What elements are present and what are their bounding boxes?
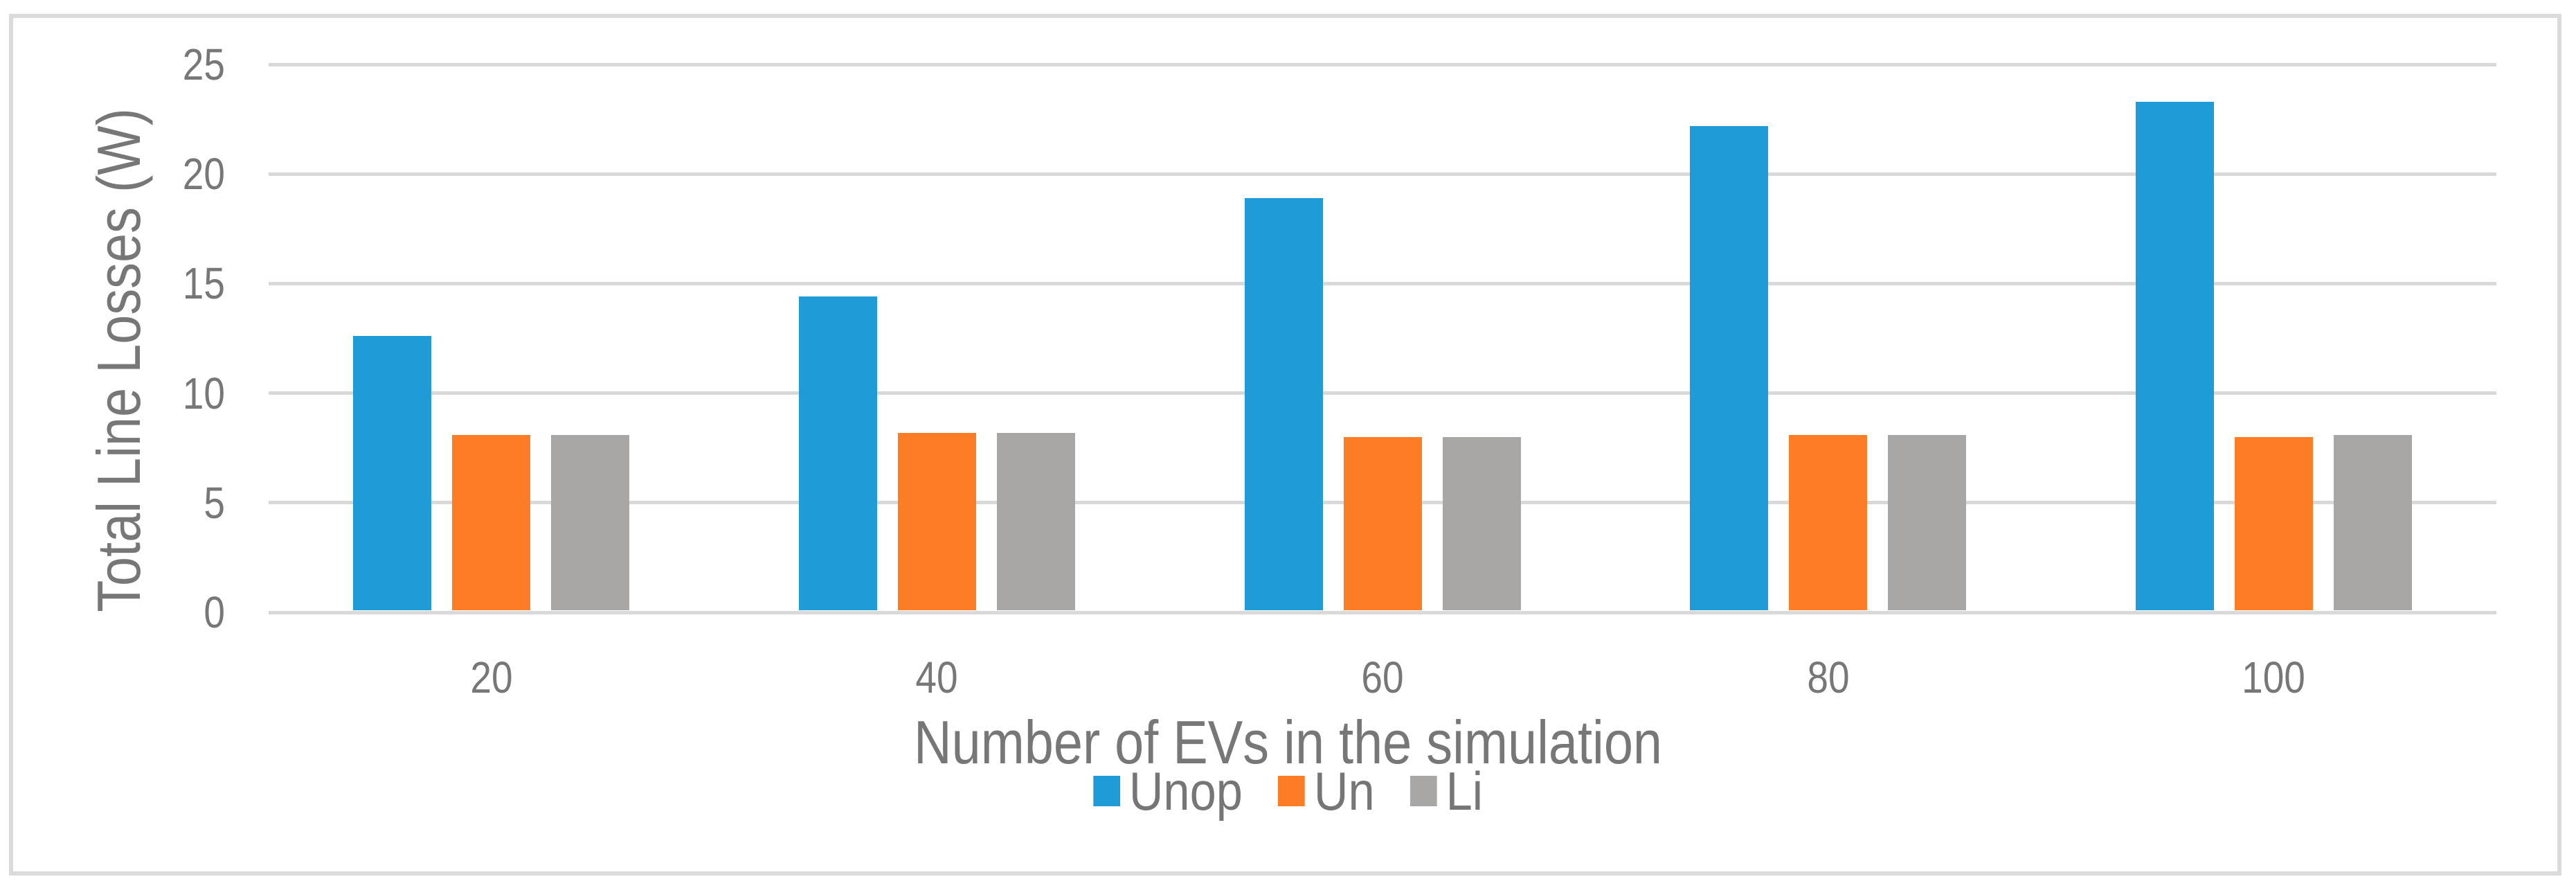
x-category-label-40: 40 [915,652,959,702]
y-tick-label-0: 0 [204,587,225,637]
legend: Unop Un Li [154,763,2421,819]
bar-unop-100 [2135,101,2214,611]
x-axis-line [269,610,2496,614]
bar-li-20 [551,434,630,611]
legend-swatch-un [1277,776,1305,806]
legend-item-unop: Unop [1092,761,1243,822]
y-tick-label-5: 5 [204,477,225,528]
bar-li-100 [2333,434,2412,611]
y-tick-label-10: 10 [182,368,225,418]
legend-item-un: Un [1277,761,1375,822]
bar-un-100 [2234,436,2313,611]
legend-label: Unop [1128,761,1243,822]
gridline-25 [269,62,2496,66]
y-tick-label-25: 25 [182,39,225,89]
y-tick-label-20: 20 [182,149,225,199]
bar-unop-80 [1690,125,1769,611]
legend-label: Li [1445,761,1484,822]
bar-unop-20 [353,336,432,611]
bar-un-20 [452,434,531,611]
gridline-20 [269,172,2496,176]
x-category-label-20: 20 [470,652,513,702]
bar-unop-40 [798,296,877,611]
bar-li-60 [1442,436,1521,611]
bar-unop-60 [1244,198,1323,611]
x-axis-title: Number of EVs in the simulation [913,708,1663,776]
legend-label: Un [1313,761,1375,822]
bar-un-80 [1789,434,1868,611]
gridline-15 [269,281,2496,285]
x-category-label-100: 100 [2242,652,2306,702]
bar-un-40 [897,432,976,611]
legend-item-li: Li [1409,761,1484,822]
legend-swatch-unop [1092,776,1120,806]
legend-swatch-li [1409,776,1437,806]
bar-li-80 [1888,434,1967,611]
x-category-label-60: 60 [1361,652,1404,702]
bar-li-40 [996,432,1075,611]
bar-un-60 [1343,436,1422,611]
gridline-10 [269,391,2496,396]
x-category-label-80: 80 [1806,652,1850,702]
y-tick-label-15: 15 [182,258,225,309]
